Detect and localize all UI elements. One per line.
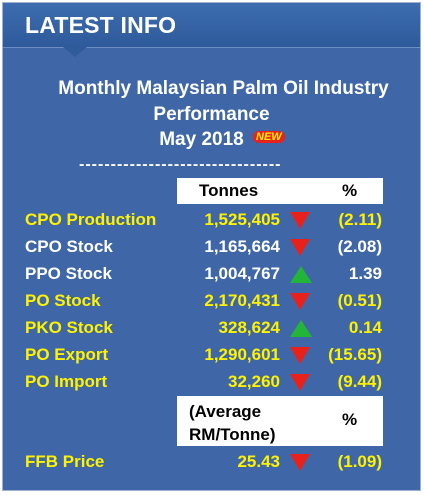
ffb-price-row: FFB Price 25.43 (1.09) (3, 452, 420, 478)
new-badge: NEW (253, 131, 285, 143)
row-label: PKO Stock (25, 318, 113, 337)
data-row: PO Stock 2,170,431 (0.51) (3, 291, 420, 317)
row-label: FFB Price (25, 452, 105, 471)
data-row: PPO Stock 1,004,767 1.39 (3, 264, 420, 290)
trend-down-icon (290, 374, 310, 391)
row-value: 32,260 (228, 372, 280, 391)
column-header-tonnes: Tonnes % (177, 178, 383, 204)
dashed-divider: -------------------------------- (79, 156, 282, 173)
header-notch (63, 47, 87, 57)
trend-down-icon (290, 347, 310, 364)
row-pct: (1.09) (337, 452, 382, 471)
trend-down-icon (290, 454, 310, 471)
row-label: PO Stock (25, 291, 101, 310)
row-pct: 0.14 (348, 318, 382, 337)
row-label: CPO Production (25, 210, 157, 229)
latest-info-panel: LATEST INFO Monthly Malaysian Palm Oil I… (2, 2, 421, 491)
trend-down-icon (290, 293, 310, 310)
row-pct: (2.08) (337, 237, 382, 256)
trend-up-icon (290, 266, 312, 283)
panel-header: LATEST INFO (3, 3, 420, 48)
row-pct: (2.11) (338, 210, 382, 229)
col-pct2-label: % (342, 410, 358, 429)
row-label: CPO Stock (25, 237, 113, 256)
row-value: 1,290,601 (204, 345, 280, 364)
row-pct: (9.44) (337, 372, 382, 391)
row-value: 1,165,664 (204, 237, 280, 256)
row-pct: (15.65) (328, 345, 382, 364)
row-value: 328,624 (218, 318, 280, 337)
row-value: 1,004,767 (204, 264, 280, 283)
data-row: CPO Stock 1,165,664 (2.08) (3, 237, 420, 263)
row-value: 25.43 (237, 452, 280, 471)
col-avg-label: (Average RM/Tonne) (189, 402, 276, 444)
report-title-line3[interactable]: May 2018 (159, 129, 244, 150)
row-pct: 1.39 (348, 264, 382, 283)
data-row: PO Import 32,260 (9.44) (3, 372, 420, 398)
row-label: PO Export (25, 345, 109, 364)
column-header-average: (Average RM/Tonne) % (177, 396, 383, 446)
row-label: PO Import (25, 372, 108, 391)
data-row: CPO Production 1,525,405 (2.11) (3, 210, 420, 236)
data-row: PO Export 1,290,601 (15.65) (3, 345, 420, 371)
col-pct-label: % (342, 181, 358, 200)
report-title-line1[interactable]: Monthly Malaysian Palm Oil Industry (58, 78, 389, 99)
trend-up-icon (290, 320, 312, 337)
row-value: 2,170,431 (204, 291, 280, 310)
trend-down-icon (290, 239, 310, 256)
report-title-line2[interactable]: Performance (153, 104, 270, 125)
trend-down-icon (290, 212, 310, 229)
row-label: PPO Stock (25, 264, 112, 283)
header-title: LATEST INFO (25, 12, 177, 38)
row-pct: (0.51) (337, 291, 382, 310)
col-tonnes-label: Tonnes (199, 181, 259, 200)
row-value: 1,525,405 (204, 210, 280, 229)
data-row: PKO Stock 328,624 0.14 (3, 318, 420, 344)
